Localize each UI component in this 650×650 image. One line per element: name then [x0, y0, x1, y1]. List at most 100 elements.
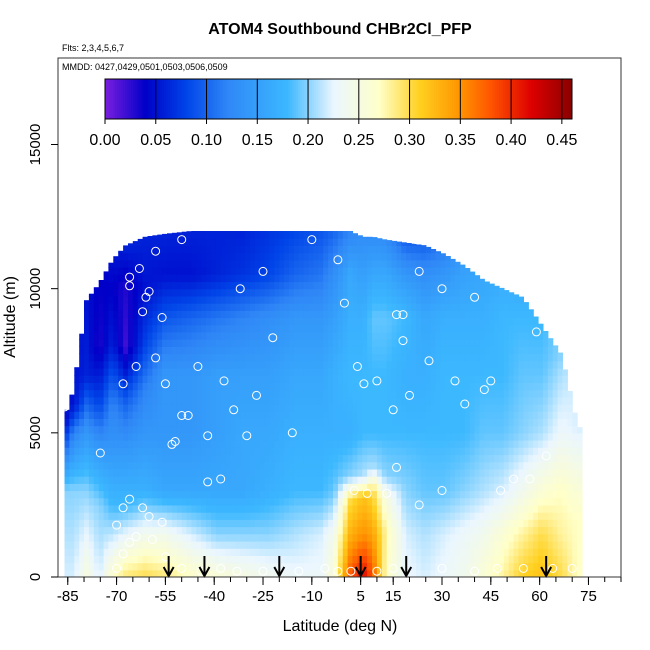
heatmap-cell	[235, 468, 241, 477]
heatmap-cell	[445, 274, 451, 283]
heatmap-cell	[279, 360, 285, 369]
heatmap-cell	[215, 288, 222, 297]
heatmap-cell	[254, 346, 261, 355]
heatmap-cell	[181, 519, 188, 528]
heatmap-cell	[303, 548, 310, 556]
heatmap-cell	[152, 303, 158, 311]
heatmap-cell	[186, 274, 192, 283]
heatmap-cell	[142, 411, 149, 419]
colorbar-segment	[488, 79, 492, 119]
heatmap-cell	[196, 447, 202, 456]
heatmap-cell	[206, 548, 212, 556]
heatmap-cell	[440, 281, 446, 290]
heatmap-cell	[303, 375, 310, 383]
heatmap-cell	[450, 267, 456, 275]
heatmap-cell	[128, 526, 134, 535]
heatmap-cell	[142, 238, 149, 246]
colorbar-segment	[563, 79, 567, 119]
heatmap-cell	[259, 382, 266, 391]
heatmap-cell	[259, 339, 266, 347]
heatmap-cell	[572, 418, 578, 427]
heatmap-cell	[254, 411, 261, 419]
sample-point	[112, 520, 122, 530]
heatmap-cell	[396, 331, 402, 340]
heatmap-cell	[318, 569, 324, 577]
heatmap-cell	[357, 533, 363, 542]
heatmap-cell	[313, 411, 319, 419]
heatmap-cell	[303, 382, 310, 391]
heatmap-cell	[118, 454, 124, 463]
heatmap-cell	[240, 346, 246, 355]
heatmap-cell	[484, 533, 490, 542]
heatmap-cell	[123, 375, 129, 383]
heatmap-cell	[167, 418, 173, 427]
sample-point	[349, 486, 359, 495]
heatmap-cell	[201, 353, 207, 362]
heatmap-cell	[367, 267, 373, 275]
heatmap-cell	[93, 324, 100, 333]
heatmap-cell	[79, 432, 85, 441]
heatmap-cell	[313, 555, 319, 564]
heatmap-cell	[357, 360, 363, 369]
heatmap-cell	[396, 519, 402, 528]
colorbar-segment	[182, 79, 185, 119]
colorbar-segment	[472, 79, 476, 119]
colorbar-segment	[155, 79, 159, 119]
heatmap-cell	[245, 252, 251, 261]
heatmap-cell	[484, 331, 490, 340]
heatmap-cell	[196, 483, 202, 492]
heatmap-cell	[201, 447, 207, 456]
heatmap-cell	[347, 447, 354, 456]
heatmap-cell	[191, 288, 197, 297]
heatmap-cell	[479, 331, 485, 340]
heatmap-cell	[352, 404, 358, 412]
heatmap-cell	[293, 324, 300, 333]
heatmap-cell	[352, 382, 358, 391]
heatmap-cell	[103, 310, 110, 319]
heatmap-cell	[113, 454, 119, 463]
heatmap-cell	[323, 411, 329, 419]
heatmap-cell	[264, 281, 271, 290]
heatmap-cell	[328, 267, 334, 275]
heatmap-cell	[318, 389, 324, 398]
heatmap-cell	[64, 409, 70, 412]
heatmap-cell	[137, 389, 144, 398]
heatmap-cell	[196, 555, 202, 564]
heatmap-cell	[181, 389, 188, 398]
heatmap-cell	[215, 555, 222, 564]
heatmap-cell	[406, 447, 412, 456]
heatmap-cell	[508, 519, 515, 528]
heatmap-cell	[113, 317, 119, 326]
heatmap-cell	[79, 360, 85, 369]
heatmap-cell	[450, 526, 456, 535]
heatmap-cell	[69, 418, 75, 427]
arrow-markers	[162, 556, 553, 579]
heatmap-cell	[386, 411, 393, 419]
heatmap-cell	[245, 569, 251, 577]
heatmap-cell	[396, 512, 402, 520]
heatmap-cell	[494, 404, 500, 412]
heatmap-cell	[406, 274, 412, 283]
heatmap-cell	[137, 468, 144, 477]
heatmap-cell	[220, 555, 227, 564]
heatmap-cell	[157, 303, 163, 311]
heatmap-cell	[167, 541, 173, 549]
heatmap-cell	[406, 389, 412, 398]
heatmap-cell	[577, 432, 583, 441]
heatmap-cell	[489, 368, 495, 376]
heatmap-cell	[235, 295, 241, 304]
colorbar-segment	[188, 79, 191, 119]
heatmap-cell	[230, 526, 236, 535]
heatmap-cell	[464, 281, 471, 290]
heatmap-cell	[318, 512, 324, 520]
heatmap-cell	[293, 303, 300, 311]
heatmap-cell	[435, 251, 441, 254]
heatmap-cell	[245, 548, 251, 556]
colorbar-segment	[555, 79, 559, 119]
heatmap-cell	[298, 425, 305, 434]
heatmap-cell	[342, 274, 349, 283]
heatmap-cell	[567, 512, 573, 520]
heatmap-cell	[142, 236, 149, 239]
heatmap-cell	[220, 476, 227, 484]
heatmap-cell	[528, 569, 534, 577]
